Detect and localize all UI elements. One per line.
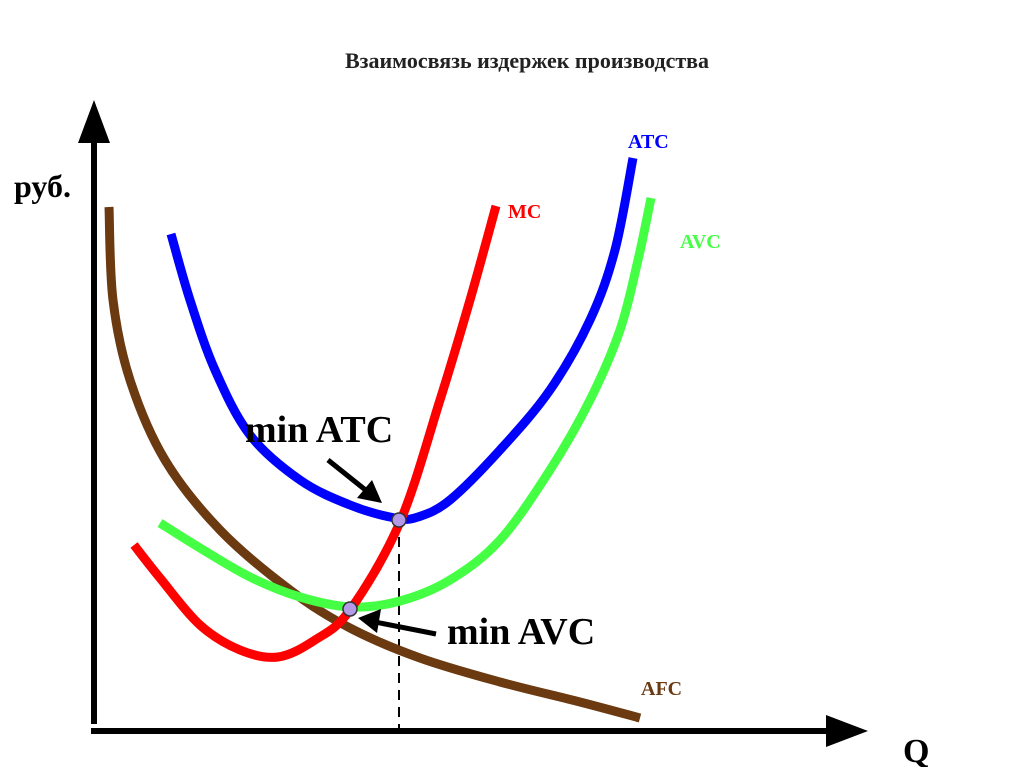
y-axis-label: руб. <box>14 168 71 204</box>
mc-curve <box>130 204 501 662</box>
min-atc-arrow-shaft <box>326 458 370 494</box>
afc-curve <box>104 206 642 723</box>
min-avc-arrow-head <box>358 609 381 633</box>
avc-label: AVC <box>680 231 721 253</box>
mc-label: MC <box>508 201 541 223</box>
y-axis-arrow <box>78 100 110 143</box>
atc-label: ATC <box>628 131 669 153</box>
min-avc-arrow-shaft <box>374 619 437 637</box>
afc-label: AFC <box>641 678 682 700</box>
x-axis-arrow <box>826 715 868 747</box>
min-atc-point <box>391 512 407 528</box>
avc-curve <box>157 197 656 612</box>
atc-curve <box>166 157 638 524</box>
min-atc-arrow-head <box>357 480 382 503</box>
x-axis-label: Q <box>903 733 929 767</box>
min-avc-point <box>342 601 358 617</box>
min-avc-annotation: min AVC <box>447 611 595 653</box>
min-atc-annotation: min ATC <box>245 409 393 451</box>
chart-title: Взаимосвязь издержек производства <box>345 48 709 73</box>
